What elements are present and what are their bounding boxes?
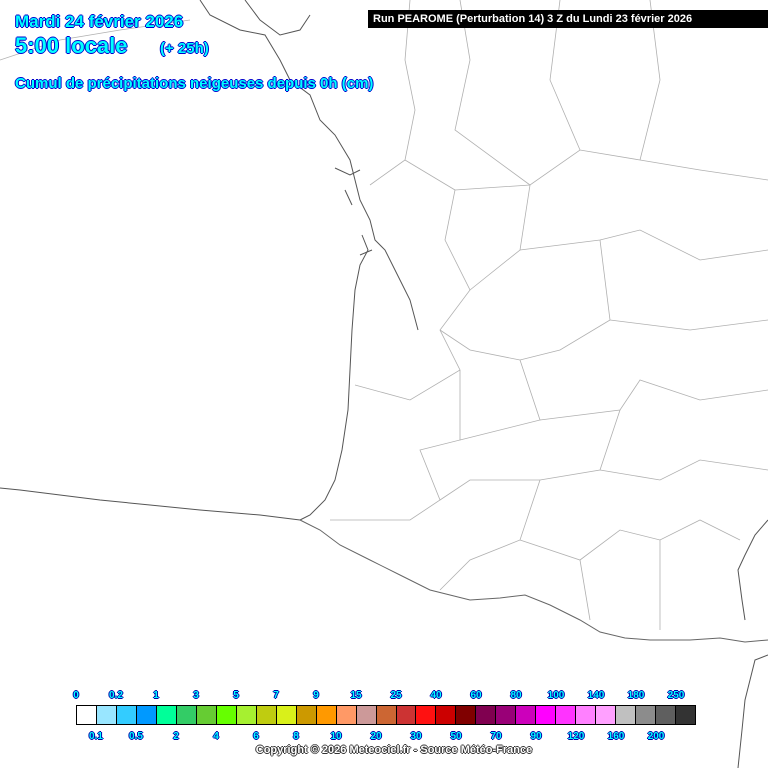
legend-swatch [396, 706, 417, 724]
spain-border [299, 519, 768, 643]
region-borders [0, 0, 768, 630]
legend-swatch [196, 706, 217, 724]
legend-swatch [236, 706, 257, 724]
legend-label: 140 [587, 690, 605, 701]
legend-label: 40 [430, 690, 442, 701]
legend-swatch [276, 706, 297, 724]
legend-swatch [256, 706, 277, 724]
legend-swatch [556, 706, 577, 724]
legend-swatch [616, 706, 637, 724]
legend-label: 10 [330, 731, 342, 742]
forecast-date: Mardi 24 février 2026 [15, 12, 184, 32]
legend-swatch [136, 706, 157, 724]
legend-label: 9 [313, 690, 319, 701]
legend-label: 5 [233, 690, 239, 701]
legend-label: 7 [273, 690, 279, 701]
legend-swatch [636, 706, 657, 724]
legend-label: 4 [213, 731, 219, 742]
legend-label: 90 [530, 731, 542, 742]
color-legend [76, 705, 696, 725]
legend-label: 0 [73, 690, 79, 701]
legend-swatch [516, 706, 537, 724]
legend-label: 200 [647, 731, 665, 742]
legend-label: 15 [350, 690, 362, 701]
legend-swatch [376, 706, 397, 724]
legend-label: 20 [370, 731, 382, 742]
legend-swatch [436, 706, 457, 724]
legend-swatch [116, 706, 137, 724]
legend-swatch [496, 706, 517, 724]
legend-label: 70 [490, 731, 502, 742]
legend-swatch [296, 706, 317, 724]
legend-swatch [356, 706, 377, 724]
copyright: Copyright © 2026 Meteociel.fr - Source M… [255, 744, 533, 756]
legend-swatch [416, 706, 437, 724]
legend-swatch [536, 706, 557, 724]
legend-label: 0.5 [129, 731, 143, 742]
legend-label: 0.2 [109, 690, 123, 701]
legend-label: 250 [667, 690, 685, 701]
legend-label: 160 [607, 731, 625, 742]
legend-label: 100 [547, 690, 565, 701]
legend-swatch [656, 706, 677, 724]
legend-label: 2 [173, 731, 179, 742]
legend-label: 80 [510, 690, 522, 701]
forecast-offset: (+ 25h) [160, 40, 209, 58]
parameter-title: Cumul de précipitations neigeuses depuis… [15, 75, 374, 93]
legend-label: 180 [627, 690, 645, 701]
legend-swatch [216, 706, 237, 724]
legend-swatch [336, 706, 357, 724]
legend-label: 8 [293, 731, 299, 742]
legend-label: 1 [153, 690, 159, 701]
forecast-time: 5:00 locale [15, 33, 128, 59]
legend-label: 50 [450, 731, 462, 742]
legend-swatch [156, 706, 177, 724]
legend-swatch [176, 706, 197, 724]
legend-label: 60 [470, 690, 482, 701]
legend-swatch [96, 706, 117, 724]
legend-swatch [476, 706, 497, 724]
legend-swatch [456, 706, 477, 724]
legend-label: 25 [390, 690, 402, 701]
legend-label: 0.1 [89, 731, 103, 742]
legend-swatch [77, 706, 97, 724]
legend-label: 120 [567, 731, 585, 742]
run-info-banner: Run PEAROME (Perturbation 14) 3 Z du Lun… [368, 10, 768, 28]
legend-swatch [596, 706, 617, 724]
legend-label: 30 [410, 731, 422, 742]
legend-swatch [676, 706, 696, 724]
legend-swatch [316, 706, 337, 724]
legend-label: 6 [253, 731, 259, 742]
legend-swatch [576, 706, 597, 724]
legend-label: 3 [193, 690, 199, 701]
